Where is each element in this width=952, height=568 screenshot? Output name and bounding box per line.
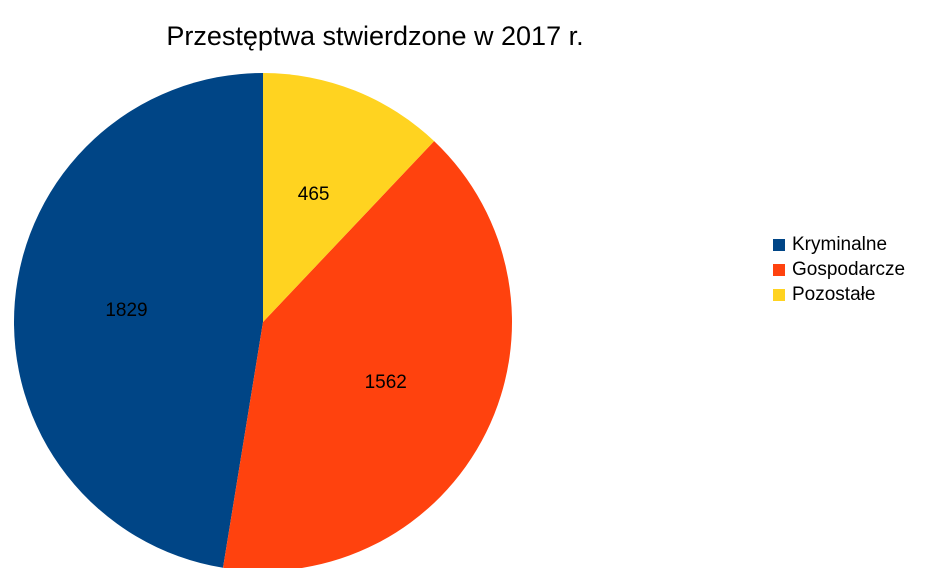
- legend-swatch: [773, 239, 785, 251]
- chart-title: Przestęptwa stwierdzone w 2017 r.: [166, 21, 583, 51]
- legend-swatch: [773, 289, 785, 301]
- data-label: 1562: [365, 372, 407, 393]
- data-label: 1829: [105, 300, 147, 321]
- pie-slice: [223, 141, 512, 568]
- legend-label: Gospodarcze: [792, 259, 905, 280]
- pie-slice: [263, 73, 435, 322]
- legend-swatch: [773, 264, 785, 276]
- data-label: 465: [298, 184, 330, 205]
- legend-label: Pozostałe: [792, 284, 875, 305]
- legend-label: Kryminalne: [792, 234, 887, 255]
- pie-slice: [14, 73, 264, 568]
